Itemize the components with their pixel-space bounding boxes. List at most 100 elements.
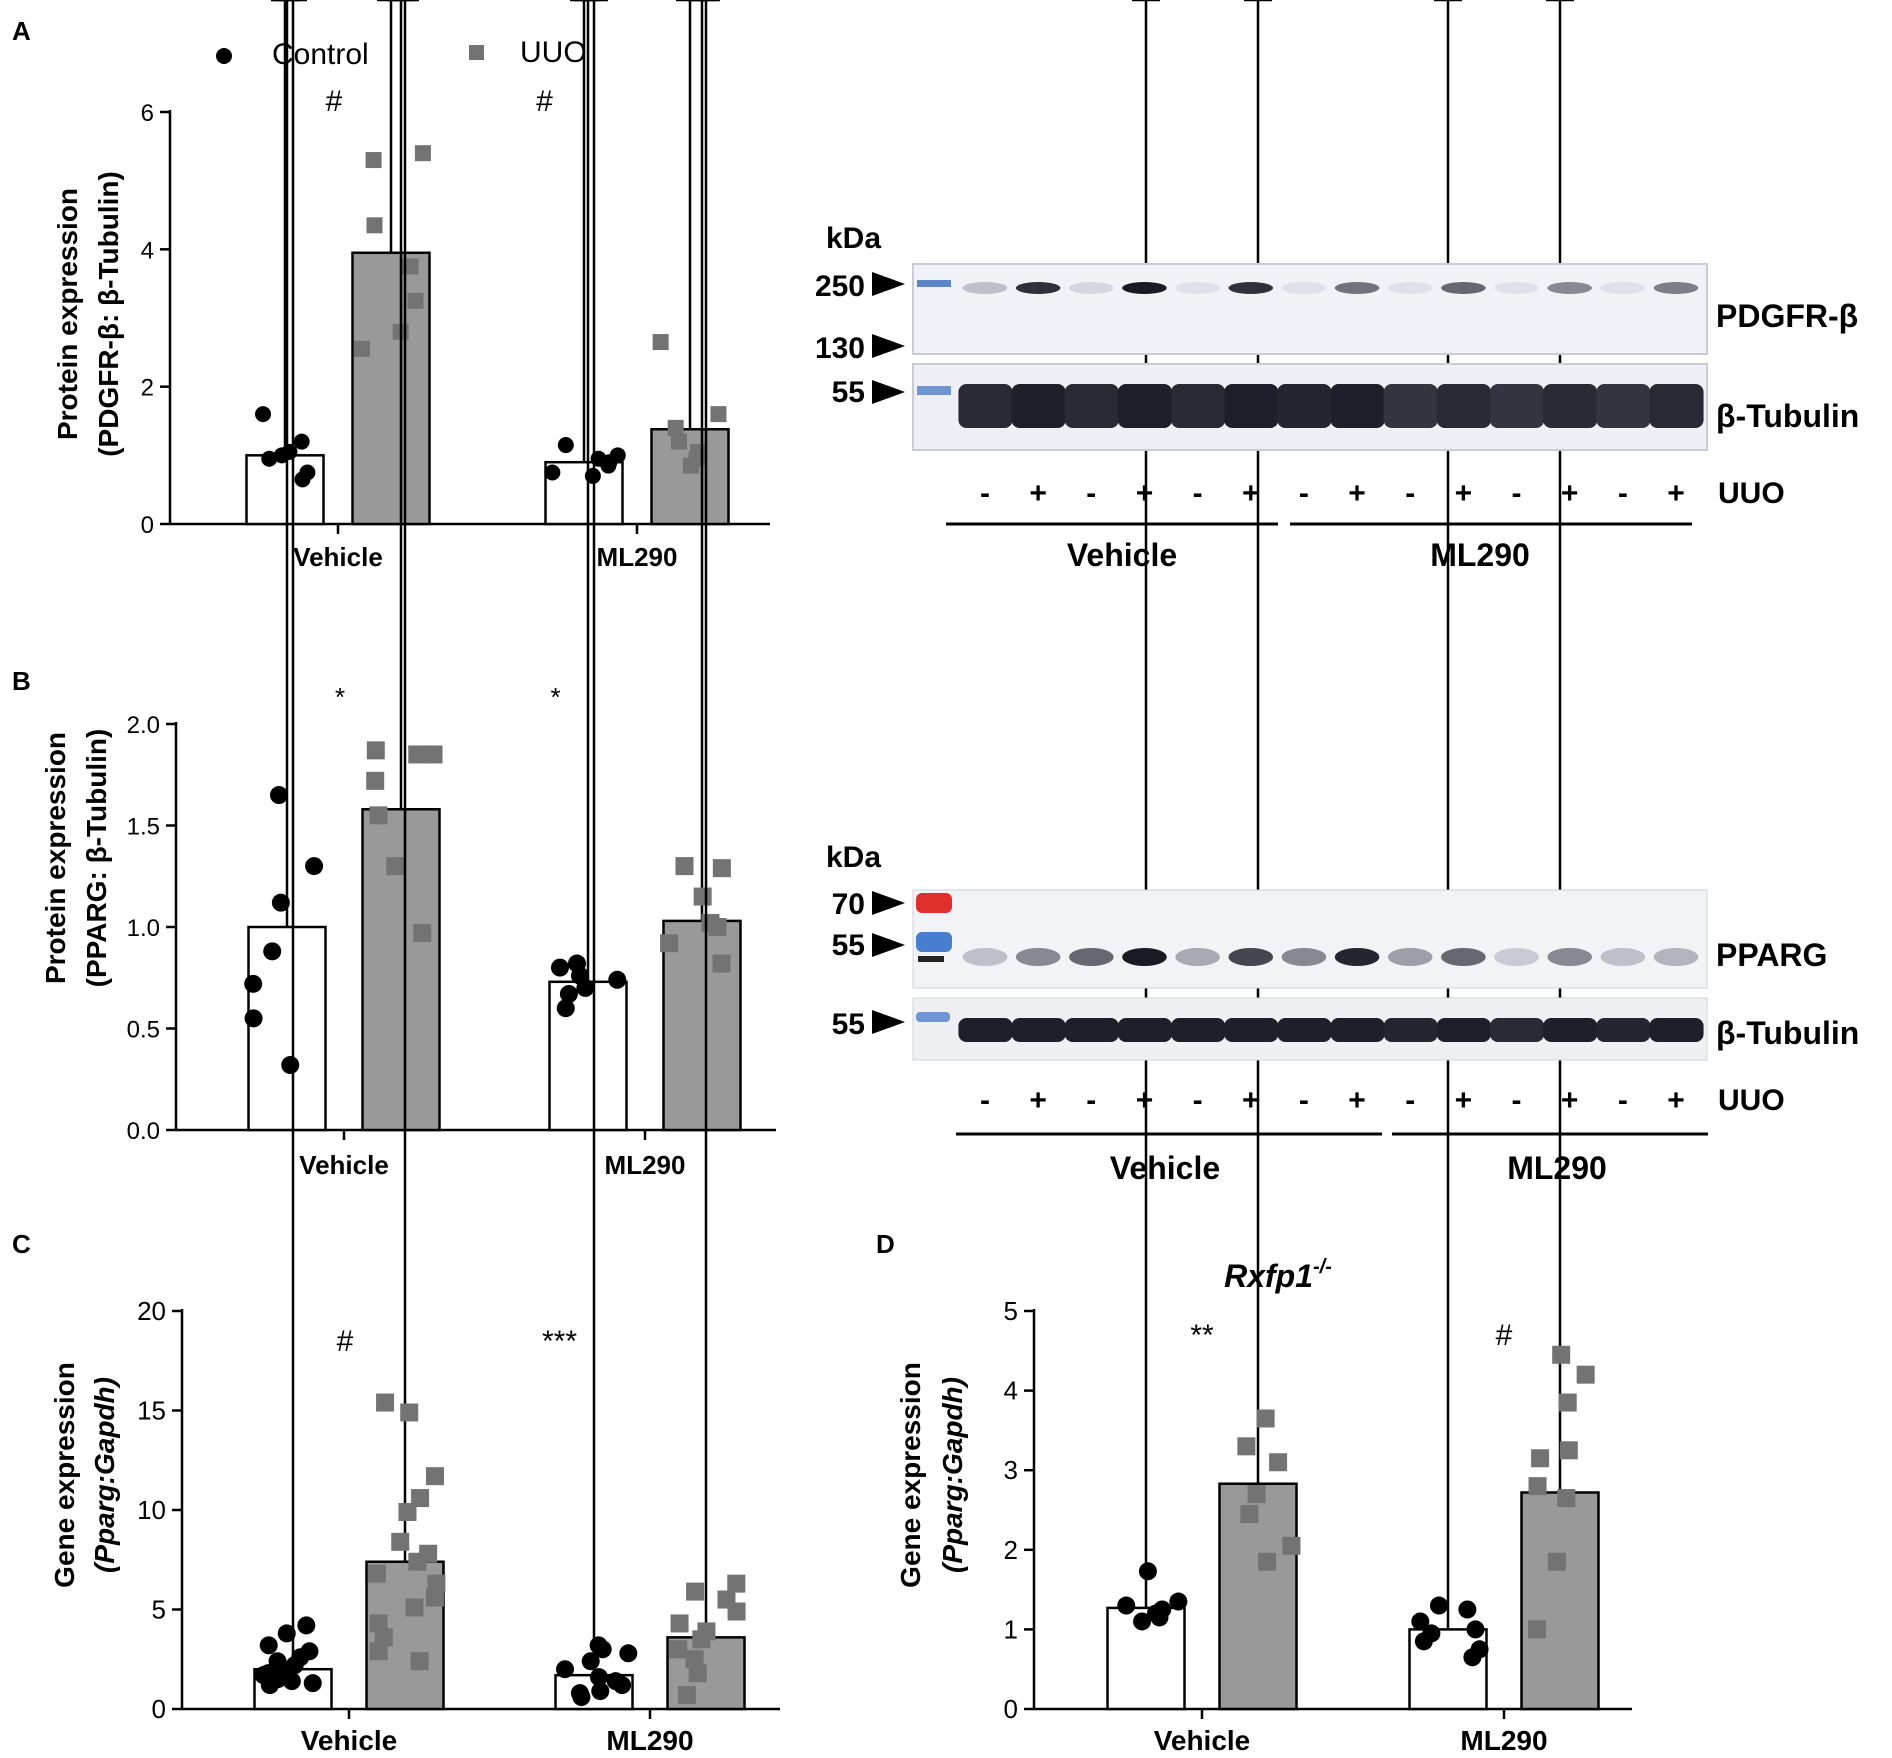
chart-c-point-uuo [391, 1532, 410, 1551]
chart-c-point-uuo [426, 1467, 445, 1486]
chart-b-point-uuo [366, 771, 385, 790]
blot-a-lower-band [1489, 384, 1545, 428]
chart-b-point-uuo [693, 887, 712, 906]
blot-b-lane-sign: + [1029, 1084, 1047, 1117]
blot-a-lane-sign: + [1455, 477, 1473, 510]
chart-d-point-control [1463, 1648, 1482, 1667]
chart-c-y-tick-label: 5 [152, 1595, 166, 1625]
chart-c-point-control [589, 1668, 608, 1687]
chart-a-ylabel-line2: (PDGFR-β: β-Tubulin) [93, 171, 124, 457]
panel-label-d: D [876, 1229, 895, 1259]
chart-d-point-control [1138, 1562, 1157, 1581]
blot-b-upper-band [1015, 948, 1061, 966]
blot-a-lane-sign: + [1136, 477, 1154, 510]
chart-b-bar-ml290-uuo [662, 919, 742, 1132]
chart-a: Protein expression (PDGFR-β: β-Tubulin) … [52, 0, 770, 572]
chart-a-point-uuo [414, 145, 431, 162]
chart-d-point-control [1429, 1596, 1448, 1615]
blot-b-upper-band [1281, 948, 1327, 966]
blot-b-marker-55-lower-arrow [872, 1010, 905, 1034]
chart-b-significance-label: * [550, 682, 560, 712]
chart-a-bar-vehicle-control [245, 454, 325, 526]
chart-d-y-tick-label: 0 [1004, 1694, 1018, 1724]
blot-a-uuo-label: UUO [1718, 477, 1785, 510]
chart-b: Protein expression (PPARG: β-Tubulin) Ve… [40, 0, 776, 1180]
chart-d-point-uuo [1258, 1552, 1277, 1571]
blot-b-upper-band [1068, 948, 1114, 966]
chart-c-point-uuo [410, 1652, 429, 1671]
chart-c-point-control [303, 1674, 322, 1693]
chart-b-point-uuo [424, 745, 443, 764]
chart-a-point-uuo [365, 152, 382, 169]
chart-b-point-control [608, 970, 627, 989]
chart-d-point-control [1414, 1632, 1433, 1651]
chart-b-point-uuo [386, 857, 405, 876]
chart-a-category-vehicle: Vehicle [293, 542, 383, 572]
blot-b-lower-band [1489, 1018, 1545, 1042]
chart-c-point-uuo [376, 1393, 395, 1412]
blot-a-marker-250: 250 [815, 270, 865, 303]
blot-b-lane-sign: + [1561, 1084, 1579, 1117]
legend-uuo-marker [469, 45, 484, 60]
blot-b-lane-sign: - [1405, 1084, 1415, 1117]
chart-d-point-uuo [1269, 1453, 1288, 1472]
chart-c-point-uuo [727, 1602, 746, 1621]
chart-c-point-uuo [425, 1588, 444, 1607]
blot-a-lane-sign: + [1029, 477, 1047, 510]
chart-c-point-uuo [686, 1582, 705, 1601]
blot-b-upper-band [1600, 948, 1646, 966]
chart-c-significance-label: # [337, 1325, 354, 1358]
blot-a-upper-band [1228, 282, 1274, 294]
chart-d-point-uuo [1558, 1393, 1577, 1412]
chart-a-bar-ml290-uuo [650, 427, 730, 526]
chart-a-y-tick-label: 4 [141, 237, 154, 264]
chart-a-y-tick-label: 0 [141, 512, 154, 539]
chart-d-ylabel-line2: (Pparg:Gapdh) [937, 1377, 968, 1573]
chart-d-point-uuo [1547, 1552, 1566, 1571]
chart-a-point-control [294, 471, 311, 488]
blot-a-lane-sign: - [1299, 477, 1309, 510]
blot-b-ladder-55 [916, 932, 952, 952]
blot-a-lower-band [1330, 384, 1385, 428]
blot-b-lane-sign: + [1136, 1084, 1154, 1117]
blot-a-lane-sign: + [1242, 477, 1260, 510]
chart-a-point-uuo [710, 406, 727, 423]
blot-b-lower-band [1011, 1018, 1066, 1042]
blot-a-lower-band [1011, 384, 1066, 428]
chart-a-point-control [544, 464, 561, 481]
chart-b-ylabel-line1: Protein expression [40, 732, 71, 984]
blot-a-marker-55-arrow [872, 380, 905, 404]
blot-b-lane-sign: + [1455, 1084, 1473, 1117]
chart-c-point-uuo [408, 1552, 427, 1571]
chart-d-point-uuo [1552, 1345, 1571, 1364]
blot-a-lane-sign: - [1512, 477, 1522, 510]
legend-uuo-label: UUO [520, 36, 587, 69]
chart-d-significance-label: # [1496, 1319, 1513, 1352]
chart-c-significance-label: *** [542, 1325, 577, 1358]
chart-b-point-uuo [712, 954, 731, 973]
chart-d-point-control [1150, 1608, 1169, 1627]
chart-a-point-uuo [667, 419, 684, 436]
western-blot-b: kDa 70 55 55 PPARG β-Tubulin UUO Vehicle… [826, 841, 1859, 1186]
blot-a-group-vehicle: Vehicle [1067, 537, 1177, 573]
chart-c-point-uuo [727, 1574, 746, 1593]
chart-c-category-ml290: ML290 [606, 1725, 693, 1756]
chart-c-point-uuo [692, 1630, 711, 1649]
chart-b-point-control [550, 958, 569, 977]
panel-label-b: B [12, 666, 31, 696]
blot-b-lower-band [958, 1018, 1013, 1042]
chart-b-point-control [244, 1009, 263, 1028]
chart-b-significance-label: * [335, 682, 345, 712]
blot-a-marker-250-arrow [872, 272, 905, 296]
blot-a-lane-sign: + [1561, 477, 1579, 510]
blot-a-lower-band [1171, 384, 1226, 428]
chart-d-category-ml290: ML290 [1460, 1725, 1547, 1756]
chart-a-point-control [557, 437, 574, 454]
chart-c-ylabel-line1: Gene expression [49, 1362, 80, 1588]
chart-a-significance-label: # [536, 85, 553, 118]
blot-a-upper-band [1387, 282, 1433, 294]
blot-b-upper-band [1441, 948, 1486, 966]
chart-b-point-control [281, 1056, 300, 1075]
blot-a-lane-sign: + [1348, 477, 1366, 510]
